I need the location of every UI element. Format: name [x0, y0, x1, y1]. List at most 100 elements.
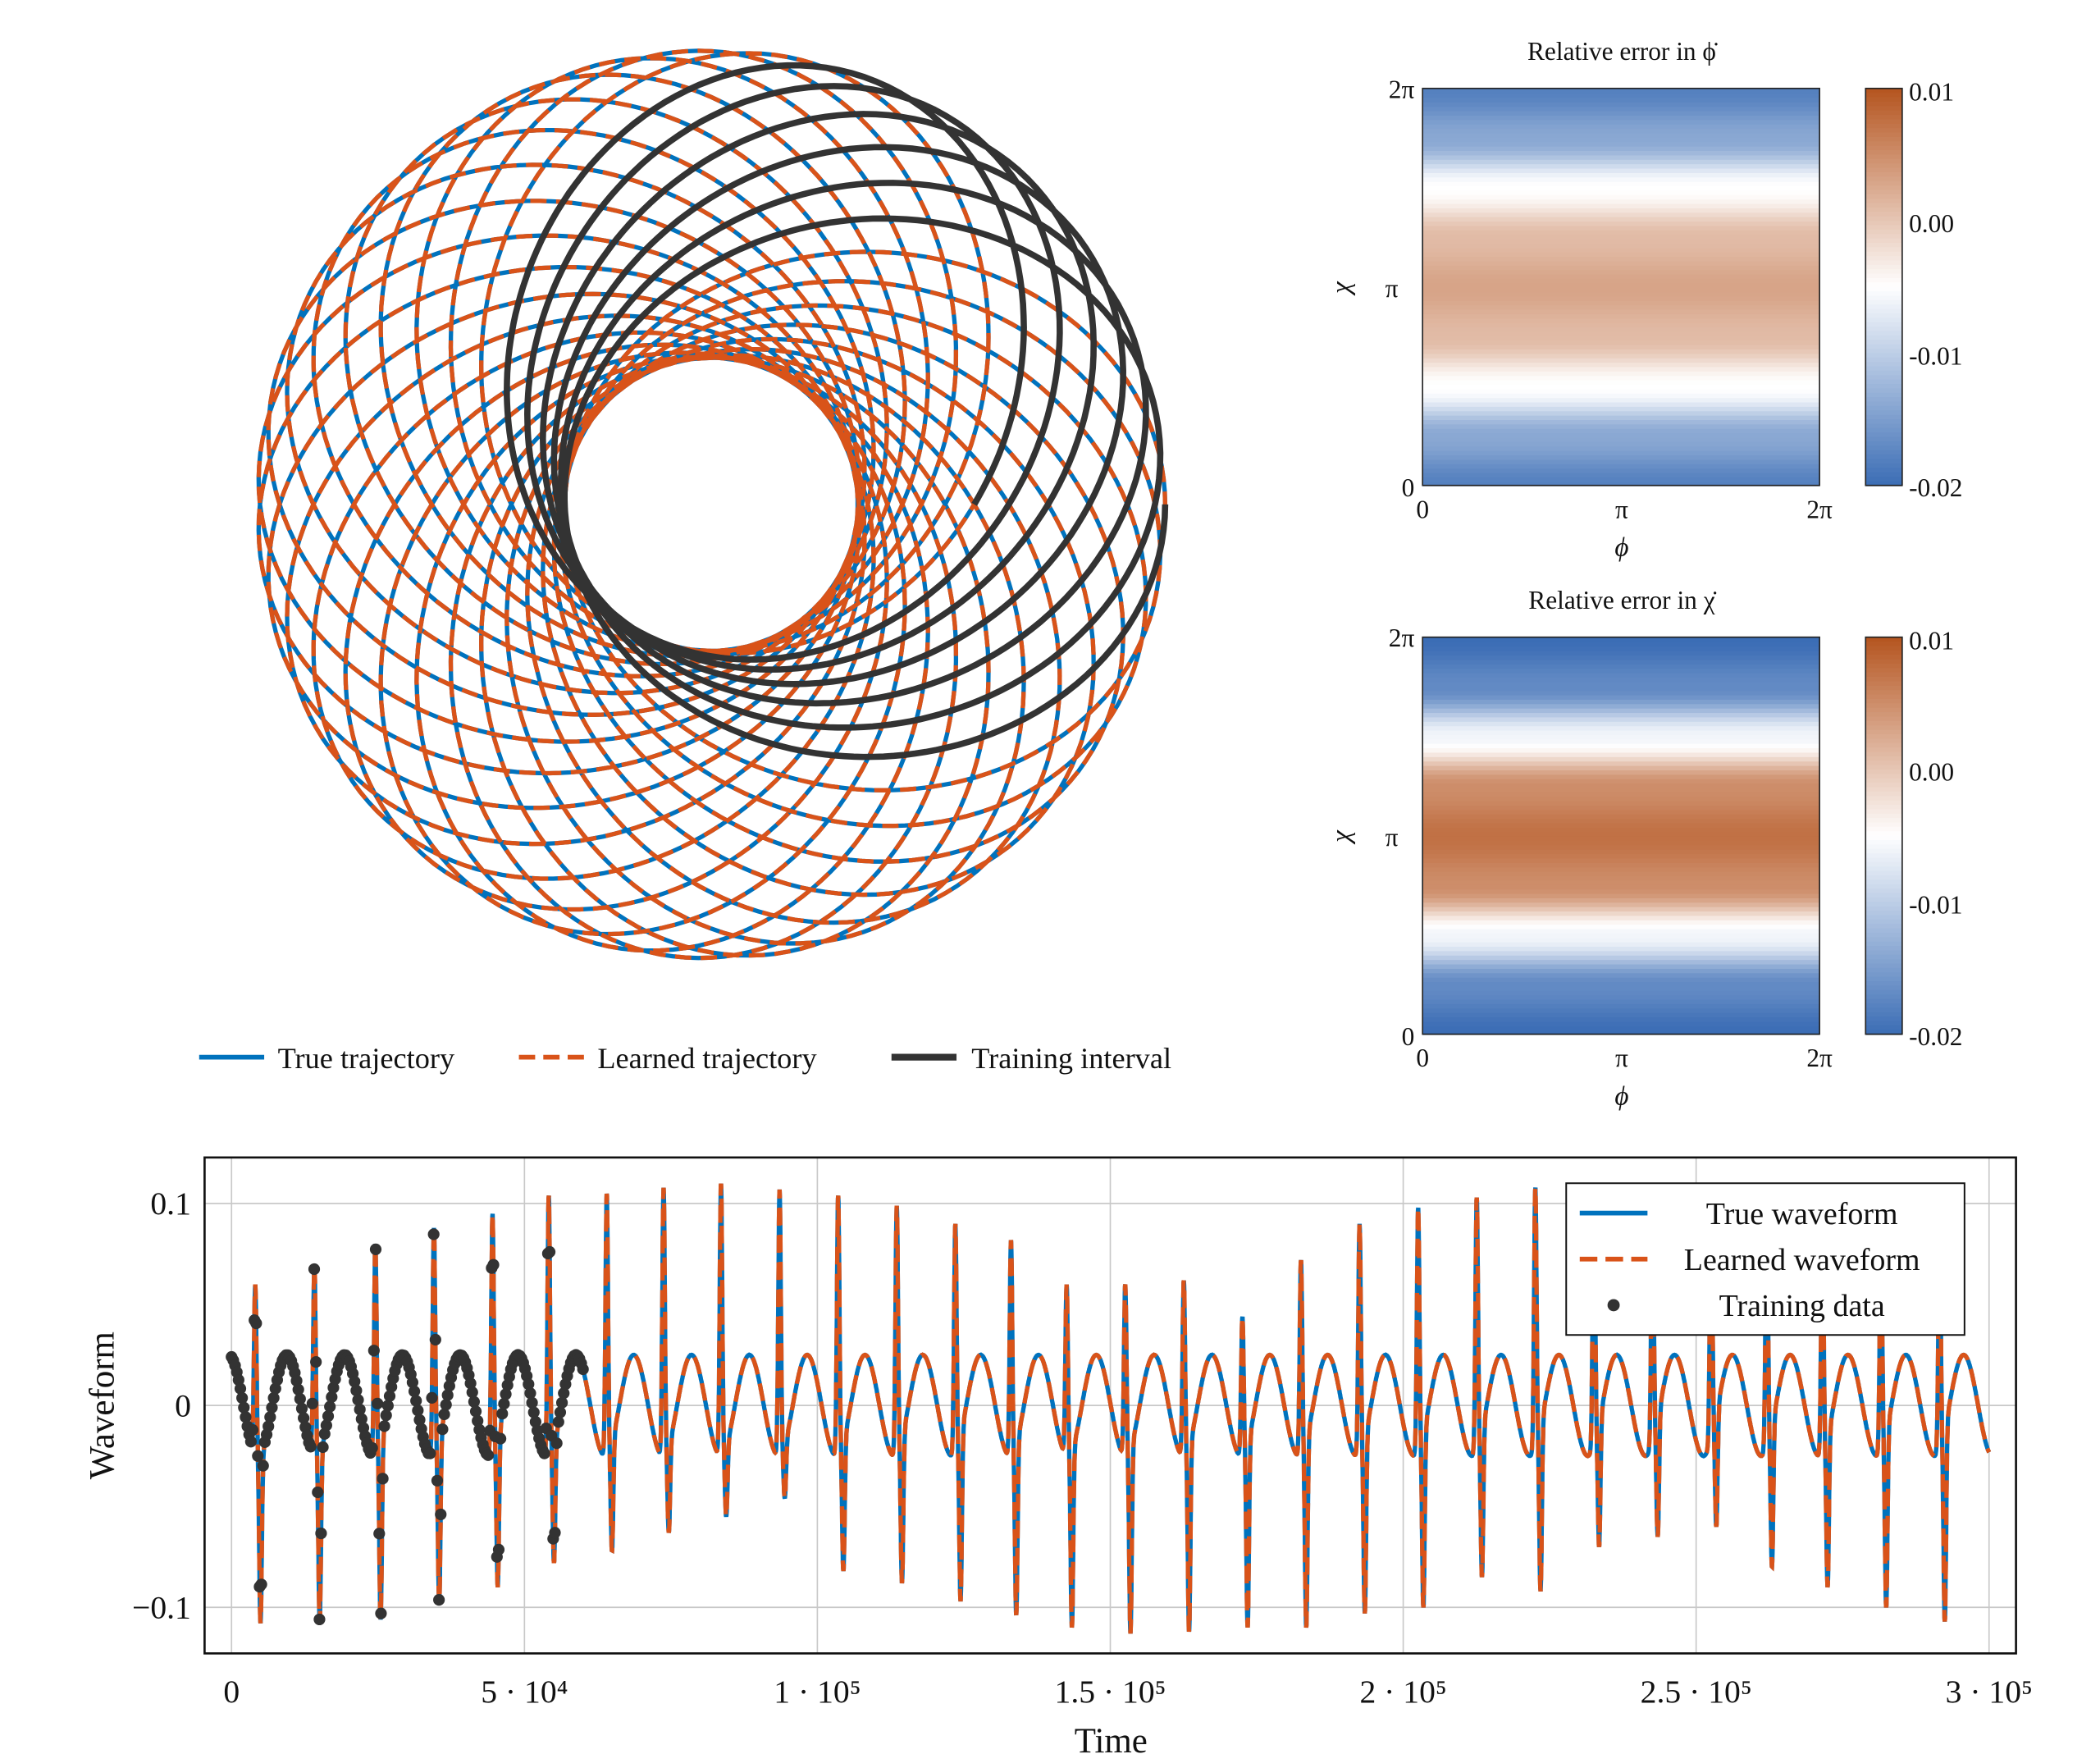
- colorbar-chi-dot: [1865, 637, 1902, 1035]
- heatmap-row: [1422, 286, 1820, 293]
- heatmap-row: [1422, 756, 1820, 762]
- colorbar-segment: [1865, 703, 1902, 709]
- training-data-point: [232, 1373, 244, 1386]
- legend-training-interval: Training interval: [971, 1042, 1171, 1075]
- training-data-point: [487, 1258, 500, 1271]
- colorbar-segment: [1865, 733, 1902, 740]
- heatmap-row: [1422, 840, 1820, 846]
- colorbar-tick: -0.02: [1909, 473, 1962, 502]
- x-tick-label: 0: [223, 1674, 240, 1710]
- training-data-point: [349, 1375, 361, 1388]
- colorbar-segment: [1865, 436, 1902, 442]
- colorbar-segment: [1865, 989, 1902, 996]
- colorbar-segment: [1865, 344, 1902, 349]
- colorbar-segment: [1865, 822, 1902, 828]
- legend-true-waveform: True waveform: [1706, 1197, 1898, 1231]
- heatmap-row: [1422, 1021, 1820, 1026]
- colorbar-segment: [1865, 924, 1902, 930]
- heatmap-row: [1422, 150, 1820, 156]
- training-data-point: [406, 1376, 419, 1389]
- training-data-point: [498, 1398, 510, 1410]
- colorbar-segment: [1865, 972, 1902, 978]
- colorbar-segment: [1865, 729, 1902, 735]
- x-axis-label: Time: [1075, 1722, 1148, 1754]
- training-data-point: [308, 1263, 321, 1276]
- colorbar-segment: [1865, 247, 1902, 253]
- training-data-point: [383, 1390, 396, 1402]
- colorbar-segment: [1865, 928, 1902, 934]
- training-data-point: [529, 1416, 541, 1428]
- heatmap-row: [1422, 423, 1820, 429]
- heatmap-row: [1422, 264, 1820, 271]
- heatmap-row: [1422, 870, 1820, 877]
- heatmap-row: [1422, 826, 1820, 833]
- colorbar-segment: [1865, 454, 1902, 460]
- colorbar-segment: [1865, 831, 1902, 837]
- heatmap-row: [1422, 765, 1820, 770]
- training-data-point: [552, 1416, 564, 1428]
- heatmap-row: [1422, 804, 1820, 811]
- heatmap-row: [1422, 835, 1820, 842]
- colorbar-segment: [1865, 242, 1902, 249]
- heatmap-row: [1422, 445, 1820, 451]
- heatmap-row: [1422, 176, 1820, 182]
- heatmap-row: [1422, 853, 1820, 859]
- colorbar-segment: [1865, 826, 1902, 833]
- training-data-point: [435, 1508, 447, 1521]
- heatmap-row: [1422, 260, 1820, 266]
- heatmap-row: [1422, 787, 1820, 792]
- heatmap-row: [1422, 295, 1820, 301]
- colorbar-segment: [1865, 463, 1902, 469]
- colorbar-segment: [1865, 1003, 1902, 1009]
- training-data-point: [433, 1594, 445, 1606]
- heatmap-row: [1422, 331, 1820, 336]
- heatmap-row: [1422, 707, 1820, 714]
- colorbar-segment: [1865, 384, 1902, 390]
- x-tick: π: [1615, 1044, 1628, 1072]
- heatmap-row: [1422, 163, 1820, 169]
- colorbar-segment: [1865, 1021, 1902, 1026]
- colorbar-segment: [1865, 225, 1902, 231]
- colorbar-segment: [1865, 738, 1902, 744]
- training-interval-line: [504, 62, 1169, 761]
- colorbar-segment: [1865, 932, 1902, 939]
- training-data-point: [378, 1420, 390, 1432]
- x-axis-label: ϕ: [1614, 533, 1628, 563]
- training-data-point: [266, 1401, 278, 1414]
- colorbar-segment: [1865, 269, 1902, 275]
- heatmap-row: [1422, 941, 1820, 948]
- heatmap-row: [1422, 216, 1820, 222]
- training-data-point: [295, 1402, 308, 1415]
- colorbar-segment: [1865, 481, 1902, 486]
- heatmap-phi-dot-title: Relative error in ϕ̇: [1527, 37, 1718, 66]
- heatmap-row: [1422, 115, 1820, 121]
- legend-training-data: Training data: [1719, 1289, 1885, 1323]
- training-data-point: [298, 1412, 310, 1424]
- heatmap-row: [1422, 729, 1820, 735]
- colorbar-segment: [1865, 946, 1902, 952]
- training-data-point: [306, 1397, 318, 1409]
- heatmap-row: [1422, 818, 1820, 824]
- colorbar-segment: [1865, 264, 1902, 271]
- colorbar-segment: [1865, 783, 1902, 788]
- colorbar-tick: 0.00: [1909, 758, 1954, 787]
- heatmap-row: [1422, 888, 1820, 894]
- colorbar-segment: [1865, 291, 1902, 297]
- heatmap-row: [1422, 937, 1820, 943]
- training-data-point: [326, 1391, 338, 1403]
- colorbar-segment: [1865, 712, 1902, 718]
- colorbar-segment: [1865, 97, 1902, 103]
- colorbar-tick: 0.01: [1909, 627, 1954, 655]
- colorbar-segment: [1865, 915, 1902, 920]
- legend-training-data-marker: [1607, 1299, 1620, 1312]
- colorbar-segment: [1865, 154, 1902, 160]
- training-data-point: [262, 1420, 275, 1432]
- waveform-axes-frame: [203, 1156, 2017, 1655]
- orbit-legend: True trajectory Learned trajectory Train…: [199, 1042, 1171, 1075]
- heatmap-row: [1422, 716, 1820, 722]
- heatmap-row: [1422, 101, 1820, 107]
- colorbar-segment: [1865, 322, 1902, 328]
- heatmap-row: [1422, 875, 1820, 881]
- heatmap-row: [1422, 813, 1820, 820]
- heatmap-row: [1422, 950, 1820, 956]
